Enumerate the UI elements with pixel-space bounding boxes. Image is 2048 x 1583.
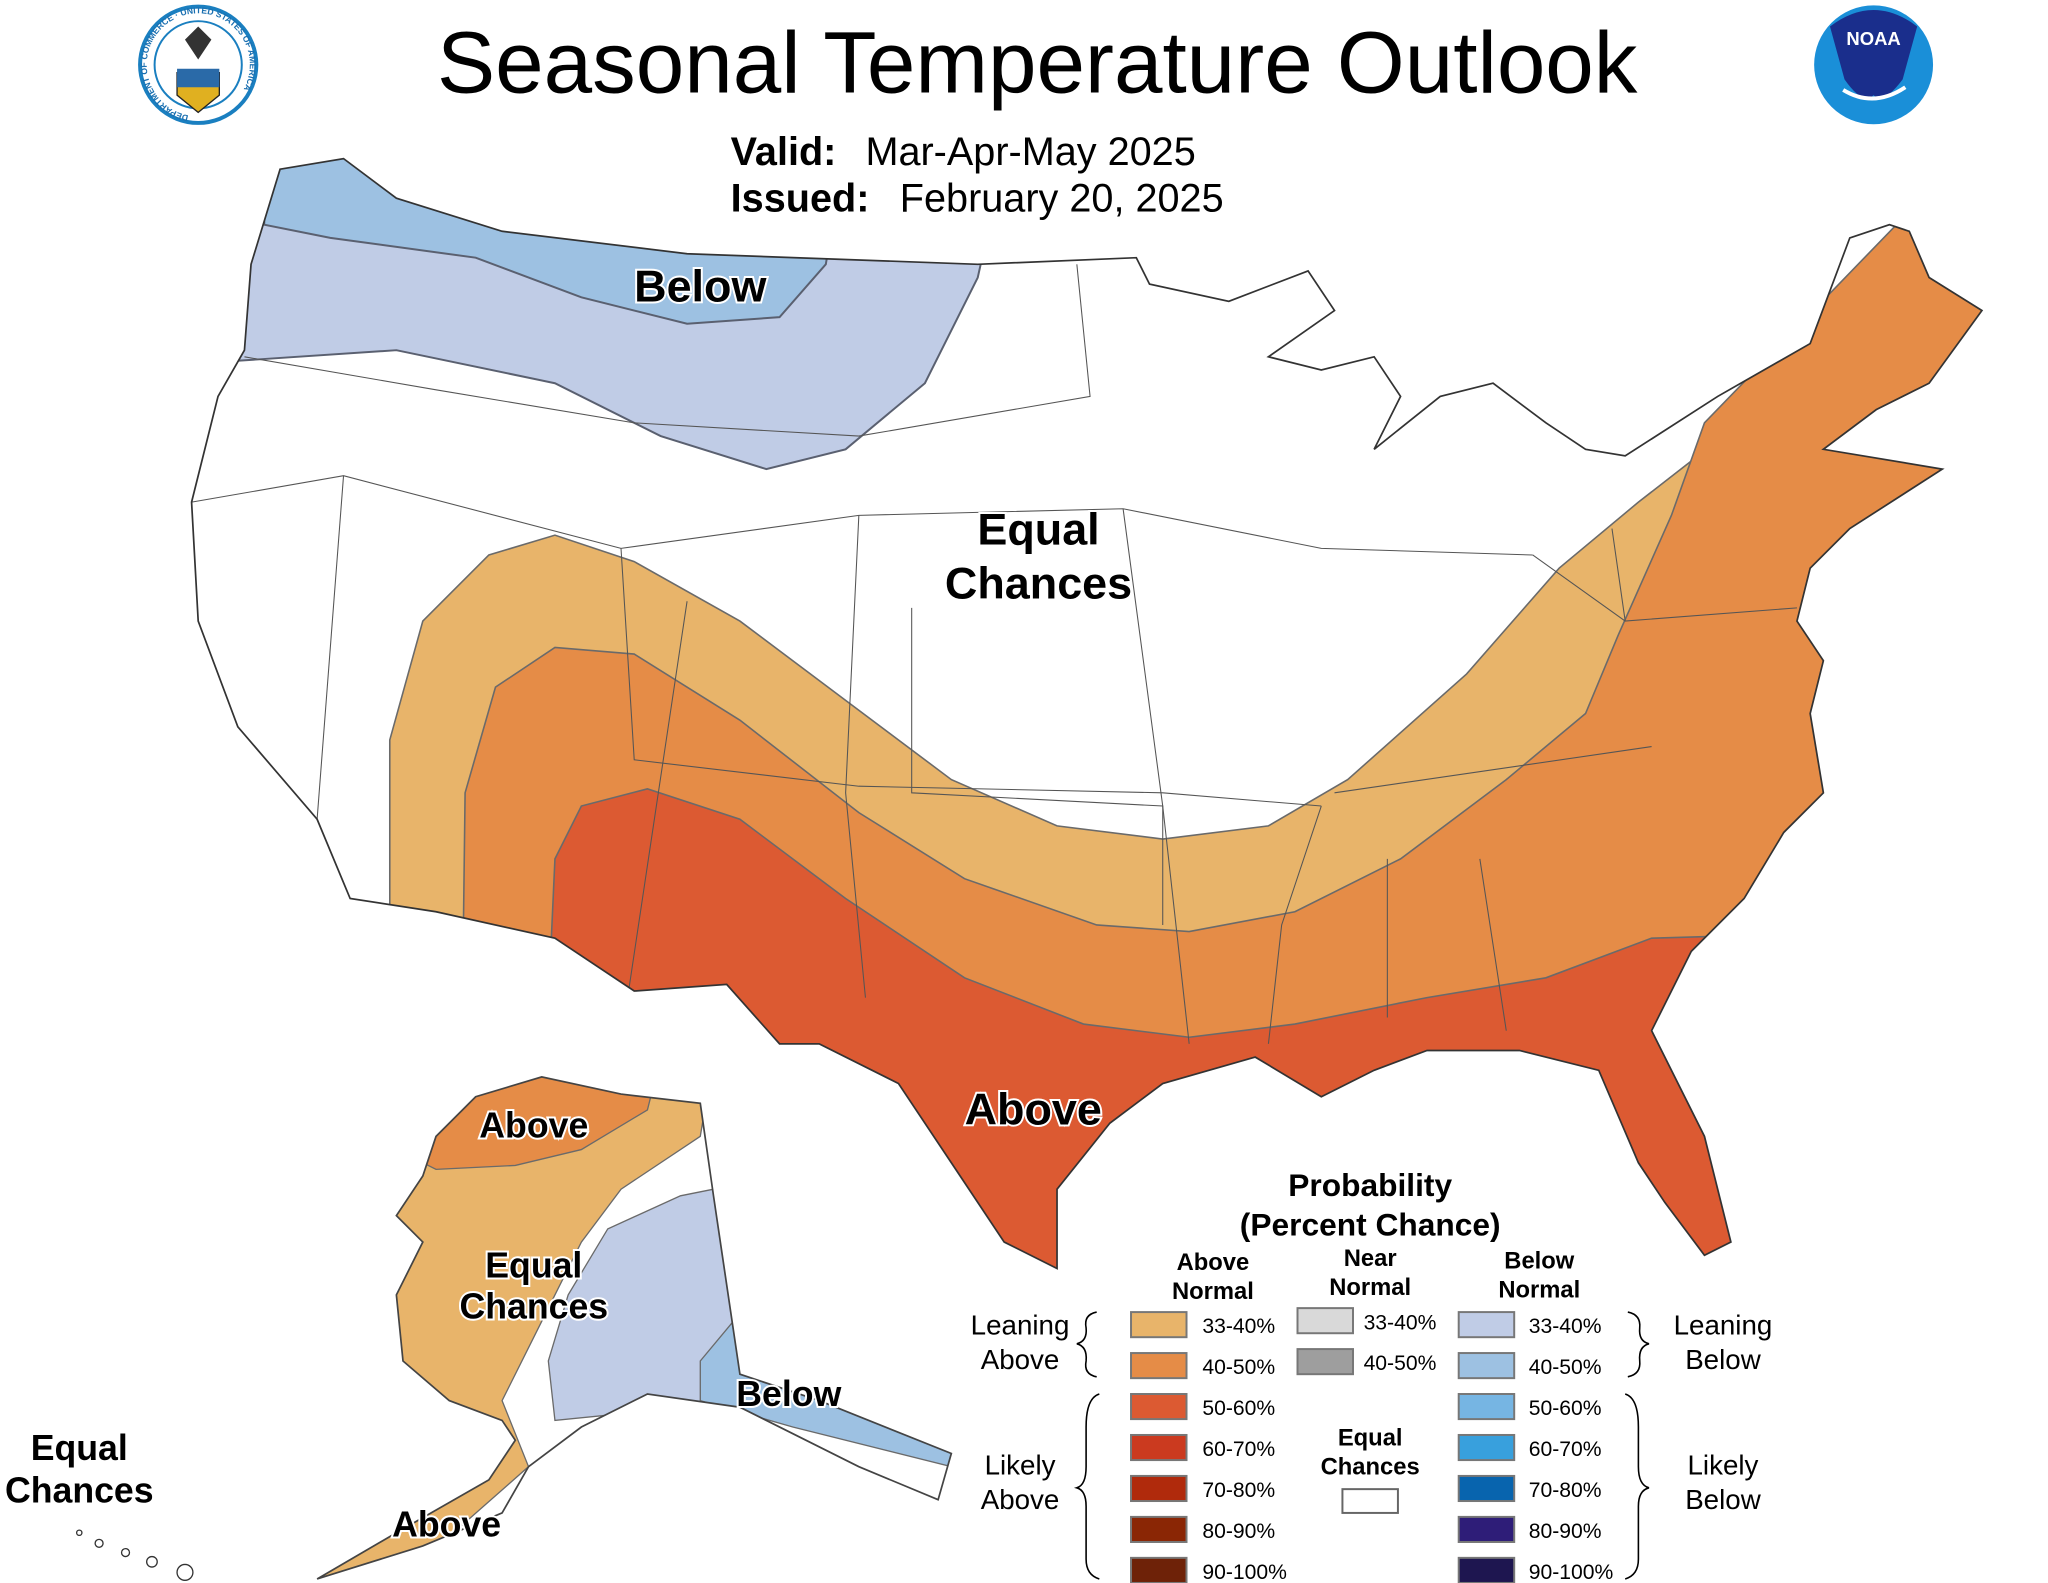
legend-swatch-above-5	[1130, 1515, 1188, 1543]
legend-below-column: 33-40% 40-50% 50-60% 60-70% 70-80% 80-90% 90-1…	[1457, 1311, 1614, 1583]
legend-swatch-above-3	[1130, 1433, 1188, 1462]
legend-likely-below-2: Below	[1685, 1484, 1762, 1515]
alaska-map	[317, 1076, 952, 1579]
legend-range-below-1: 40-50%	[1529, 1356, 1602, 1379]
conus-equal-label-2: Chances	[945, 558, 1132, 609]
legend-range-above-6: 90-100%	[1202, 1561, 1287, 1583]
issued-label: Issued:	[731, 176, 870, 220]
legend-swatch-near-0	[1296, 1307, 1354, 1335]
legend-range-near-1: 40-50%	[1364, 1352, 1437, 1375]
commerce-seal-logo: DEPARTMENT OF COMMERCE · UNITED STATES O…	[138, 4, 259, 125]
legend-title-2: (Percent Chance)	[1240, 1206, 1501, 1242]
legend-likely-below-1: Likely	[1688, 1450, 1759, 1481]
legend-swatch-below-1	[1457, 1352, 1516, 1380]
legend-title-1: Probability	[1288, 1167, 1452, 1203]
hi-equal-label-1: Equal	[31, 1428, 128, 1468]
legend-swatch-below-3	[1457, 1433, 1516, 1462]
conus-below-label: Below	[634, 260, 767, 311]
noaa-logo: NOAA	[1814, 5, 1934, 125]
ak-above-north-label: Above	[479, 1106, 588, 1146]
hi-equal-label-2: Chances	[5, 1470, 154, 1510]
legend-swatch-below-6	[1457, 1556, 1516, 1583]
legend-range-above-1: 40-50%	[1202, 1356, 1275, 1379]
legend-range-above-5: 80-90%	[1202, 1520, 1275, 1543]
legend-likely-above-2: Above	[981, 1484, 1060, 1515]
legend-col-below-2: Normal	[1498, 1277, 1580, 1304]
ak-below-label: Below	[736, 1374, 841, 1414]
legend-swatch-above-6	[1130, 1556, 1188, 1583]
conus-equal-label-1: Equal	[977, 503, 1099, 554]
legend-leaning-above-1: Leaning	[971, 1310, 1070, 1341]
legend-col-near-1: Near	[1344, 1245, 1397, 1272]
legend-near-column: 33-40% 40-50%	[1296, 1307, 1437, 1376]
legend-leaning-below-1: Leaning	[1674, 1310, 1773, 1341]
legend-swatch-above-4	[1130, 1474, 1188, 1503]
legend-range-below-6: 90-100%	[1529, 1561, 1614, 1583]
legend-swatch-below-5	[1457, 1515, 1516, 1543]
valid-label: Valid:	[731, 130, 837, 174]
legend-swatch-below-4	[1457, 1474, 1516, 1503]
conus-above-label: Above	[965, 1083, 1102, 1134]
issued-value: February 20, 2025	[900, 176, 1224, 220]
legend-leaning-above-2: Above	[981, 1344, 1060, 1375]
legend-equal-1: Equal	[1338, 1425, 1403, 1452]
conus-outline	[190, 157, 1984, 1270]
legend-col-above-1: Above	[1177, 1249, 1250, 1276]
legend-swatch-above-0	[1130, 1311, 1188, 1339]
legend-leaning-below-2: Below	[1685, 1344, 1762, 1375]
valid-value: Mar-Apr-May 2025	[865, 130, 1195, 174]
legend: Probability (Percent Chance) Above Norma…	[971, 1167, 1773, 1583]
legend-braces	[1073, 1311, 1650, 1580]
legend-swatch-above-1	[1130, 1352, 1188, 1380]
noaa-logo-text: NOAA	[1846, 28, 1900, 49]
ak-equal-label-1: Equal	[485, 1246, 582, 1286]
legend-col-below-1: Below	[1504, 1247, 1575, 1274]
legend-range-near-0: 33-40%	[1364, 1311, 1437, 1334]
legend-range-below-2: 50-60%	[1529, 1397, 1602, 1420]
legend-equal-swatch	[1341, 1488, 1399, 1514]
legend-range-above-2: 50-60%	[1202, 1397, 1275, 1420]
legend-col-above-2: Normal	[1172, 1278, 1254, 1305]
state-borders	[191, 264, 1797, 1044]
legend-range-above-0: 33-40%	[1202, 1315, 1275, 1338]
legend-range-below-0: 33-40%	[1529, 1315, 1602, 1338]
alaska-outline	[316, 1076, 953, 1580]
legend-col-near-2: Normal	[1329, 1274, 1411, 1301]
legend-range-above-4: 70-80%	[1202, 1479, 1275, 1502]
legend-range-above-3: 60-70%	[1202, 1438, 1275, 1461]
ak-equal-label-2: Chances	[459, 1287, 608, 1327]
legend-range-below-5: 80-90%	[1529, 1520, 1602, 1543]
legend-likely-above-1: Likely	[985, 1450, 1056, 1481]
page-title: Seasonal Temperature Outlook	[437, 15, 1638, 112]
ak-above-south-label: Above	[392, 1505, 501, 1545]
legend-swatch-above-2	[1130, 1393, 1188, 1421]
legend-swatch-below-0	[1457, 1311, 1516, 1339]
legend-swatch-near-1	[1296, 1348, 1354, 1376]
legend-swatch-below-2	[1457, 1393, 1516, 1421]
legend-range-below-4: 70-80%	[1529, 1479, 1602, 1502]
legend-range-below-3: 60-70%	[1529, 1438, 1602, 1461]
hawaii-islands	[75, 1529, 194, 1581]
legend-above-column: 33-40% 40-50% 50-60% 60-70% 70-80% 80-90% 90-1…	[1130, 1311, 1287, 1583]
legend-equal-2: Chances	[1321, 1454, 1420, 1481]
